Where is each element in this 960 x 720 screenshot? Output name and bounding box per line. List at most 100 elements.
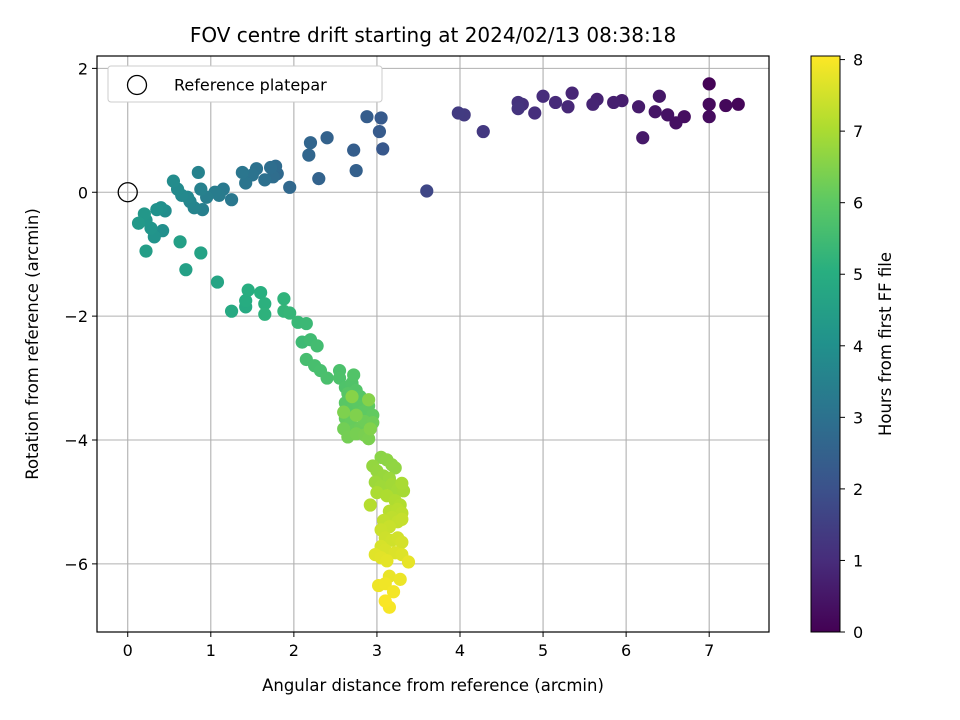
x-tick-label: 5 bbox=[538, 641, 548, 660]
scatter-point bbox=[652, 89, 666, 103]
x-tick-label: 1 bbox=[206, 641, 216, 660]
scatter-point bbox=[374, 111, 388, 125]
scatter-point bbox=[347, 143, 361, 157]
y-axis-label: Rotation from reference (arcmin) bbox=[23, 208, 42, 480]
scatter-point bbox=[476, 124, 490, 139]
scatter-point bbox=[241, 283, 255, 297]
scatter-point bbox=[511, 102, 525, 116]
scatter-point bbox=[139, 244, 153, 258]
scatter-point bbox=[561, 100, 575, 114]
scatter-point bbox=[254, 285, 268, 300]
scatter-point bbox=[302, 148, 316, 162]
scatter-point bbox=[395, 512, 409, 526]
scatter-point bbox=[224, 193, 239, 207]
scatter-point bbox=[312, 172, 326, 186]
colorbar-tick-label: 8 bbox=[853, 51, 863, 70]
scatter-point bbox=[702, 97, 716, 111]
colorbar-ticks: 0 1 2 3 4 5 6 7 8 bbox=[840, 51, 863, 642]
y-tick-label: −6 bbox=[64, 555, 88, 574]
scatter-point bbox=[536, 89, 550, 103]
x-tick-label: 0 bbox=[123, 641, 133, 660]
plot-area-frame bbox=[96, 55, 770, 633]
scatter-point bbox=[376, 142, 390, 156]
scatter-point bbox=[362, 432, 376, 446]
colorbar-tick-label: 7 bbox=[853, 122, 863, 141]
scatter-point bbox=[191, 165, 205, 180]
scatter-point bbox=[235, 165, 249, 180]
scatter-point bbox=[258, 297, 272, 311]
colorbar-gradient bbox=[810, 55, 841, 633]
scatter-point bbox=[393, 572, 407, 586]
scatter-point bbox=[277, 292, 291, 306]
scatter-point bbox=[702, 110, 716, 124]
y-tick-label: 0 bbox=[78, 183, 88, 202]
scatter-point bbox=[420, 184, 434, 198]
colorbar-tick-label: 2 bbox=[853, 480, 863, 499]
y-tick-label: −2 bbox=[64, 307, 88, 326]
y-tick-label: −4 bbox=[64, 431, 88, 450]
reference-platepar-marker bbox=[117, 182, 138, 203]
scatter-point bbox=[395, 535, 409, 549]
scatter-point bbox=[702, 77, 716, 91]
scatter-point bbox=[380, 554, 394, 568]
scatter-point bbox=[669, 116, 683, 130]
x-tick-label: 6 bbox=[621, 641, 631, 660]
scatter-point bbox=[173, 235, 187, 249]
scatter-point bbox=[258, 307, 272, 321]
scatter-point bbox=[303, 136, 318, 150]
scatter-point bbox=[451, 106, 465, 120]
scatter-point bbox=[636, 131, 650, 145]
scatter-point bbox=[194, 246, 208, 260]
scatter-point bbox=[378, 577, 392, 591]
scatter-point bbox=[194, 182, 208, 196]
scatter-point bbox=[150, 203, 164, 217]
scatter-point bbox=[337, 405, 351, 419]
scatter-point bbox=[648, 105, 662, 119]
scatter-point bbox=[731, 97, 745, 111]
scatter-point bbox=[239, 294, 253, 308]
scatter-point bbox=[239, 176, 253, 190]
colorbar: 0 1 2 3 4 5 6 7 8 Hours from first FF file bbox=[810, 51, 895, 642]
scatter-point bbox=[299, 316, 313, 331]
x-axis-label: Angular distance from reference (arcmin) bbox=[262, 676, 604, 695]
scatter-point bbox=[166, 174, 181, 188]
scatter-point bbox=[370, 486, 384, 500]
scatter-point bbox=[363, 498, 377, 512]
scatter-point bbox=[283, 306, 297, 320]
scatter-point bbox=[386, 585, 401, 599]
x-tick-label: 3 bbox=[372, 641, 382, 660]
scatter-point bbox=[378, 594, 392, 608]
x-tick-label: 4 bbox=[455, 641, 465, 660]
colorbar-tick-label: 4 bbox=[853, 337, 863, 356]
scatter-point bbox=[360, 110, 374, 124]
scatter-point bbox=[362, 393, 376, 407]
scatter-point bbox=[320, 131, 334, 145]
scatter-point bbox=[310, 339, 324, 353]
colorbar-tick-label: 1 bbox=[853, 551, 863, 570]
scatter-point bbox=[349, 408, 363, 422]
scatter-point bbox=[586, 97, 600, 111]
legend-label: Reference platepar bbox=[174, 76, 327, 95]
scatter-point bbox=[258, 173, 272, 187]
scatter-point bbox=[548, 95, 563, 110]
scatter-point bbox=[565, 86, 579, 100]
scatter-point bbox=[349, 163, 363, 178]
y-tick-label: 2 bbox=[78, 59, 88, 78]
y-axis-ticks: 2 0 −2 −4 −6 bbox=[64, 59, 97, 574]
colorbar-tick-label: 0 bbox=[853, 623, 863, 642]
scatter-point bbox=[395, 476, 409, 490]
legend-marker-open-circle bbox=[126, 74, 148, 96]
x-tick-label: 2 bbox=[289, 641, 299, 660]
colorbar-tick-label: 5 bbox=[853, 265, 863, 284]
x-tick-label: 7 bbox=[704, 641, 714, 660]
x-axis-ticks: 0 1 2 3 4 5 6 7 bbox=[123, 632, 714, 660]
scatter-point bbox=[401, 555, 416, 569]
chart-title: FOV centre drift starting at 2024/02/13 … bbox=[190, 23, 676, 47]
scatter-point bbox=[719, 98, 733, 113]
scatter-point bbox=[320, 371, 334, 385]
scatter-point bbox=[607, 95, 621, 110]
scatter-point bbox=[631, 100, 646, 114]
legend-box bbox=[107, 65, 383, 103]
scatter-point bbox=[661, 108, 675, 122]
